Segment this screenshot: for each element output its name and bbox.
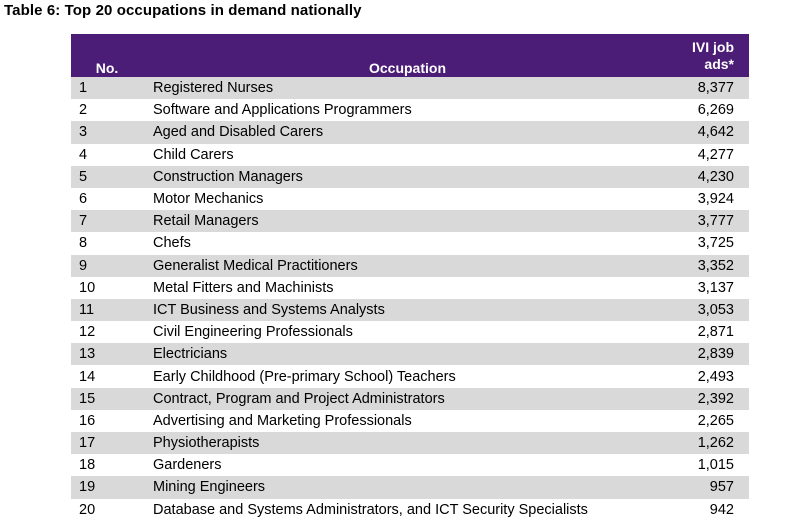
- table-row: 8 Chefs 3,725: [71, 232, 749, 254]
- table-header: No. Occupation IVI job ads*: [71, 34, 749, 77]
- row-number: 2: [79, 102, 88, 119]
- row-occupation: Database and Systems Administrators, and…: [153, 501, 588, 518]
- row-ivi-job-ads: 2,839: [697, 346, 734, 363]
- header-ads-line2: ads*: [704, 55, 734, 72]
- row-number: 20: [79, 501, 96, 518]
- table-row: 3 Aged and Disabled Carers 4,642: [71, 121, 749, 144]
- row-occupation: Chefs: [153, 235, 191, 252]
- row-number: 11: [79, 301, 95, 318]
- row-number: 3: [79, 124, 88, 141]
- row-number: 4: [79, 146, 88, 163]
- table-row: 18 Gardeners 1,015: [71, 454, 749, 476]
- table-row: 9 Generalist Medical Practitioners 3,352: [71, 254, 749, 277]
- table-row: 1 Registered Nurses 8,377: [71, 77, 749, 100]
- row-number: 16: [79, 412, 96, 429]
- table-caption: Table 6: Top 20 occupations in demand na…: [4, 2, 362, 19]
- row-occupation: Mining Engineers: [153, 479, 266, 496]
- table-row: 5 Construction Managers 4,230: [71, 165, 749, 188]
- row-ivi-job-ads: 3,924: [697, 191, 734, 208]
- row-occupation: Retail Managers: [153, 213, 259, 230]
- table-row: 19 Mining Engineers 957: [71, 476, 749, 499]
- table-row: 7 Retail Managers 3,777: [71, 210, 749, 233]
- row-ivi-job-ads: 2,392: [697, 390, 734, 407]
- row-ivi-job-ads: 3,053: [697, 301, 734, 318]
- row-ivi-job-ads: 4,642: [697, 124, 734, 141]
- row-number: 6: [79, 191, 88, 208]
- row-ivi-job-ads: 3,725: [697, 235, 734, 252]
- table-row: 12 Civil Engineering Professionals 2,871: [71, 321, 749, 343]
- row-ivi-job-ads: 2,871: [697, 324, 734, 341]
- row-occupation: Electricians: [153, 346, 228, 363]
- row-occupation: Civil Engineering Professionals: [153, 324, 353, 341]
- table-row: 16 Advertising and Marketing Professional…: [71, 410, 749, 432]
- table-row: 15 Contract, Program and Project Administ…: [71, 387, 749, 410]
- table-row: 2 Software and Applications Programmers 6,…: [71, 99, 749, 121]
- row-occupation: Registered Nurses: [153, 80, 274, 97]
- row-number: 19: [79, 479, 96, 496]
- row-occupation: Metal Fitters and Machinists: [153, 279, 334, 296]
- table-row: 13 Electricians 2,839: [71, 343, 749, 366]
- row-ivi-job-ads: 2,265: [697, 412, 734, 429]
- row-occupation: Physiotherapists: [153, 435, 260, 452]
- table-row: 6 Motor Mechanics 3,924: [71, 188, 749, 210]
- row-ivi-job-ads: 6,269: [697, 102, 734, 119]
- header-no: No.: [95, 60, 119, 76]
- row-number: 1: [79, 80, 88, 97]
- row-occupation: ICT Business and Systems Analysts: [153, 301, 385, 318]
- row-occupation: Aged and Disabled Carers: [153, 124, 324, 141]
- table-row: 14 Early Childhood (Pre-primary School) T…: [71, 365, 749, 387]
- header-occupation: Occupation: [368, 60, 446, 76]
- row-number: 5: [79, 168, 88, 185]
- table-row: 17 Physiotherapists 1,262: [71, 432, 749, 455]
- row-ivi-job-ads: 1,262: [697, 435, 734, 452]
- row-number: 12: [79, 324, 96, 341]
- row-occupation: Early Childhood (Pre-primary School) Tea…: [153, 368, 456, 385]
- header-ads-line1: IVI job: [692, 38, 734, 55]
- table-row: 20 Database and Systems Administrators, a…: [71, 499, 749, 521]
- row-ivi-job-ads: 2,493: [697, 368, 734, 385]
- row-occupation: Construction Managers: [153, 168, 303, 185]
- row-number: 15: [79, 390, 96, 407]
- header-ivi-job-ads: IVI job ads*: [672, 34, 749, 77]
- row-number: 17: [79, 435, 96, 452]
- row-occupation: Advertising and Marketing Professionals: [153, 412, 412, 429]
- row-number: 7: [79, 213, 88, 230]
- row-ivi-job-ads: 4,230: [697, 168, 734, 185]
- row-occupation: Contract, Program and Project Administra…: [153, 390, 445, 407]
- row-occupation: Child Carers: [153, 146, 234, 163]
- row-number: 9: [79, 257, 88, 274]
- table-row: 11 ICT Business and Systems Analysts 3,053: [71, 298, 749, 322]
- table-body: 1 Registered Nurses 8,377 2 Software and App…: [71, 77, 749, 521]
- row-ivi-job-ads: 4,277: [697, 146, 734, 163]
- row-ivi-job-ads: 942: [709, 501, 734, 518]
- row-number: 18: [79, 457, 96, 474]
- row-occupation: Generalist Medical Practitioners: [153, 257, 358, 274]
- row-ivi-job-ads: 3,137: [697, 279, 734, 296]
- row-ivi-job-ads: 1,015: [697, 457, 734, 474]
- row-number: 8: [79, 235, 88, 252]
- row-occupation: Software and Applications Programmers: [153, 102, 412, 119]
- row-number: 10: [79, 279, 96, 296]
- table-row: 10 Metal Fitters and Machinists 3,137: [71, 277, 749, 299]
- occupations-table: No. Occupation IVI job ads* 1 Registered …: [71, 34, 749, 521]
- row-number: 14: [79, 368, 96, 385]
- row-ivi-job-ads: 957: [709, 479, 734, 496]
- row-occupation: Motor Mechanics: [153, 191, 264, 208]
- row-occupation: Gardeners: [153, 457, 222, 474]
- row-ivi-job-ads: 3,352: [697, 257, 734, 274]
- row-number: 13: [79, 346, 96, 363]
- row-ivi-job-ads: 8,377: [697, 80, 734, 97]
- table-row: 4 Child Carers 4,277: [71, 144, 749, 166]
- row-ivi-job-ads: 3,777: [697, 213, 734, 230]
